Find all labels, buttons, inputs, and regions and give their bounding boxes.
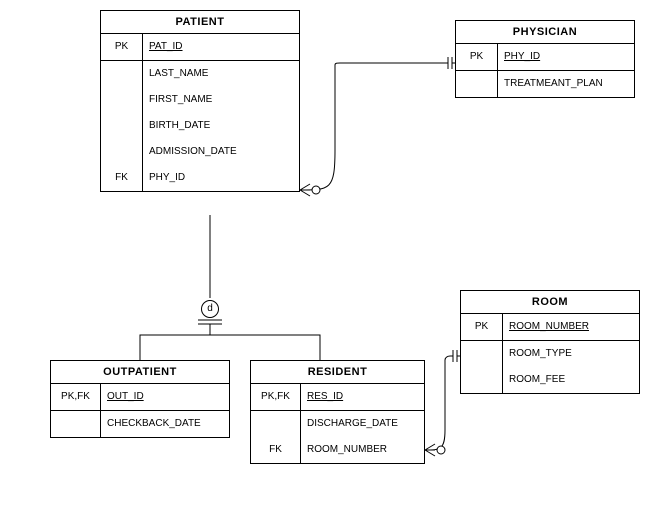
- bar-icon: [448, 57, 455, 69]
- key-cell: PK,FK: [251, 384, 300, 410]
- attr-cell: ROOM_TYPE: [503, 341, 639, 367]
- attr-cell: BIRTH_DATE: [143, 113, 299, 139]
- key-cell: [461, 341, 502, 367]
- key-cell: FK: [251, 437, 300, 463]
- attr-cell: TREATMEANT_PLAN: [498, 71, 634, 97]
- key-cell: PK: [461, 314, 502, 340]
- entity-room: ROOM PK ROOM_NUMBER ROOM_TYPE ROOM_FEE: [460, 290, 640, 394]
- entity-resident: RESIDENT PK,FK FK RES_ID DISCHARGE_DATE …: [250, 360, 425, 464]
- key-cell: [251, 411, 300, 437]
- attr-cell: RES_ID: [301, 384, 424, 410]
- key-cell: FK: [101, 165, 142, 191]
- attr-cell: ADMISSION_DATE: [143, 139, 299, 165]
- key-cell: [101, 139, 142, 165]
- attr-cell: PHY_ID: [498, 44, 634, 70]
- entity-title: PHYSICIAN: [456, 21, 634, 44]
- key-cell: [51, 411, 100, 437]
- key-cell: [101, 113, 142, 139]
- entity-title: OUTPATIENT: [51, 361, 229, 384]
- entity-title: PATIENT: [101, 11, 299, 34]
- key-cell: PK,FK: [51, 384, 100, 410]
- attr-cell: ROOM_FEE: [503, 367, 639, 393]
- inheritance-d-icon: d: [201, 300, 219, 318]
- attr-cell: LAST_NAME: [143, 61, 299, 87]
- entity-patient: PATIENT PK FK PAT_ID LAST_NAME FIRST_NAM…: [100, 10, 300, 192]
- key-cell: PK: [101, 34, 142, 60]
- attr-cell: ROOM_NUMBER: [503, 314, 639, 340]
- key-cell: PK: [456, 44, 497, 70]
- connector-patient-physician: [300, 63, 448, 190]
- key-cell: [101, 61, 142, 87]
- bar-icon: [453, 350, 460, 362]
- entity-title: RESIDENT: [251, 361, 424, 384]
- attr-cell: OUT_ID: [101, 384, 229, 410]
- attr-cell: PAT_ID: [143, 34, 299, 60]
- connector-resident-room: [425, 356, 453, 450]
- entity-physician: PHYSICIAN PK PHY_ID TREATMEANT_PLAN: [455, 20, 635, 98]
- attr-cell: PHY_ID: [143, 165, 299, 191]
- crowfoot-icon: [425, 444, 445, 456]
- key-cell: [461, 367, 502, 393]
- attr-cell: FIRST_NAME: [143, 87, 299, 113]
- key-cell: [456, 71, 497, 97]
- entity-title: ROOM: [461, 291, 639, 314]
- entity-outpatient: OUTPATIENT PK,FK OUT_ID CHECKBACK_DATE: [50, 360, 230, 438]
- attr-cell: DISCHARGE_DATE: [301, 411, 424, 437]
- connector-to-resident: [210, 324, 320, 360]
- attr-cell: ROOM_NUMBER: [301, 437, 424, 463]
- crowfoot-icon: [300, 184, 320, 196]
- connector-to-outpatient: [140, 324, 210, 360]
- attr-cell: CHECKBACK_DATE: [101, 411, 229, 437]
- key-cell: [101, 87, 142, 113]
